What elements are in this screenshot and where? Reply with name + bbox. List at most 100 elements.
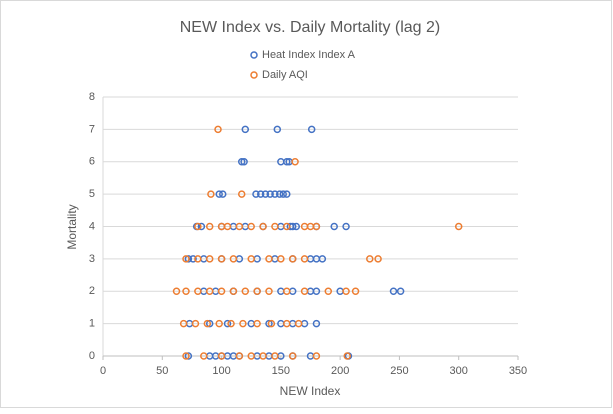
point bbox=[189, 255, 197, 263]
point bbox=[307, 125, 316, 134]
x-tick-label: 250 bbox=[390, 365, 408, 377]
point bbox=[389, 287, 398, 295]
point bbox=[241, 125, 250, 134]
point bbox=[214, 125, 222, 134]
point bbox=[265, 319, 273, 328]
y-tick-label: 0 bbox=[89, 350, 95, 362]
y-tick-label: 7 bbox=[89, 123, 95, 135]
point bbox=[396, 287, 405, 295]
point bbox=[247, 222, 255, 231]
point bbox=[217, 287, 226, 295]
chart-title: NEW Index vs. Daily Mortality (lag 2) bbox=[180, 19, 441, 36]
point bbox=[273, 125, 282, 134]
point bbox=[182, 255, 190, 263]
point bbox=[253, 287, 261, 295]
point bbox=[215, 319, 223, 328]
point bbox=[240, 158, 248, 166]
point bbox=[247, 255, 255, 263]
point bbox=[197, 222, 206, 231]
point bbox=[179, 319, 188, 328]
point bbox=[194, 255, 202, 263]
point bbox=[223, 222, 232, 231]
x-tick-label: 350 bbox=[509, 365, 527, 377]
point bbox=[288, 255, 297, 263]
point bbox=[253, 319, 261, 328]
point bbox=[239, 319, 247, 328]
point bbox=[283, 158, 291, 166]
point bbox=[237, 158, 246, 166]
legend-label: Heat Index Index A bbox=[262, 49, 356, 61]
point bbox=[184, 352, 193, 360]
point bbox=[235, 222, 244, 231]
y-tick-label: 6 bbox=[89, 156, 95, 168]
point bbox=[205, 255, 214, 263]
point bbox=[182, 287, 190, 295]
point bbox=[312, 287, 321, 295]
point bbox=[219, 190, 227, 198]
point bbox=[265, 287, 273, 295]
point bbox=[312, 222, 321, 231]
point bbox=[182, 352, 190, 360]
point bbox=[288, 352, 297, 360]
point bbox=[247, 352, 255, 360]
point bbox=[266, 190, 274, 198]
point bbox=[259, 222, 267, 231]
point bbox=[229, 287, 238, 295]
point bbox=[205, 319, 214, 328]
point bbox=[229, 255, 238, 263]
point bbox=[342, 222, 350, 231]
point bbox=[454, 222, 463, 231]
point bbox=[283, 287, 291, 295]
x-tick-label: 50 bbox=[156, 365, 168, 377]
x-tick-label: 200 bbox=[331, 365, 349, 377]
legend-marker bbox=[250, 51, 258, 59]
point bbox=[194, 222, 202, 231]
x-tick-label: 300 bbox=[450, 365, 468, 377]
point bbox=[330, 222, 338, 231]
y-axis-label: Mortality bbox=[65, 204, 79, 249]
point bbox=[207, 190, 215, 198]
point bbox=[324, 287, 333, 295]
point bbox=[223, 319, 232, 328]
point bbox=[343, 352, 352, 360]
y-tick-label: 2 bbox=[89, 285, 95, 297]
y-tick-label: 4 bbox=[89, 220, 95, 232]
point bbox=[342, 287, 350, 295]
point bbox=[217, 255, 226, 263]
point bbox=[275, 190, 284, 198]
y-tick-label: 5 bbox=[89, 188, 95, 200]
point bbox=[271, 222, 279, 231]
point bbox=[292, 222, 301, 231]
point bbox=[205, 287, 214, 295]
point bbox=[300, 287, 309, 295]
point bbox=[241, 287, 250, 295]
point bbox=[205, 222, 214, 231]
point bbox=[351, 287, 360, 295]
point bbox=[283, 222, 291, 231]
point bbox=[237, 190, 246, 198]
point bbox=[271, 352, 279, 360]
point bbox=[300, 255, 309, 263]
point bbox=[194, 287, 202, 295]
point bbox=[283, 190, 291, 198]
point bbox=[265, 255, 273, 263]
x-tick-label: 0 bbox=[100, 365, 106, 377]
y-tick-label: 8 bbox=[89, 91, 95, 103]
x-tick-label: 100 bbox=[212, 365, 230, 377]
point bbox=[172, 287, 181, 295]
point bbox=[259, 352, 267, 360]
point bbox=[294, 319, 303, 328]
point bbox=[261, 190, 270, 198]
point bbox=[366, 255, 374, 263]
point bbox=[283, 319, 291, 328]
point bbox=[271, 190, 279, 198]
point bbox=[318, 255, 327, 263]
point bbox=[267, 319, 276, 328]
point bbox=[191, 319, 200, 328]
point bbox=[312, 352, 321, 360]
point bbox=[252, 190, 260, 198]
point bbox=[291, 158, 299, 166]
point bbox=[203, 319, 212, 328]
